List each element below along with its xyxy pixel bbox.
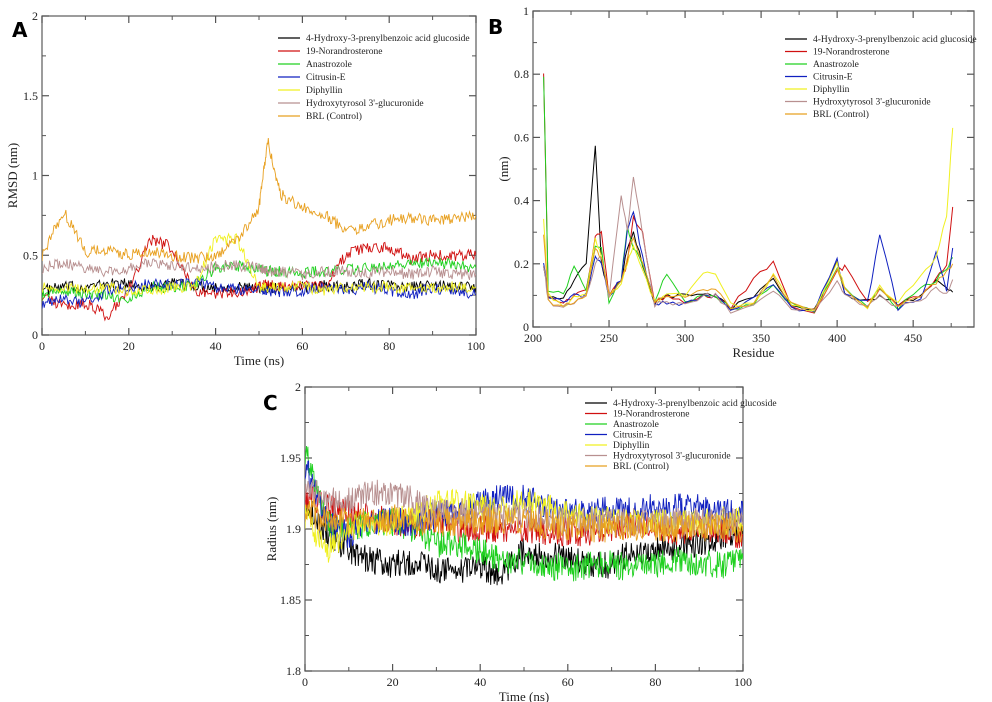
panel-a: A 0 20 40 60 80 100 0 0.5 1 1.5 2 Time (ns) RMSD (nm…	[5, 9, 485, 368]
x-tick-label: 0	[39, 339, 45, 353]
x-tick-label: 60	[296, 339, 308, 353]
series-line-diphyllin	[543, 127, 954, 312]
y-axis-title: RMSD (nm)	[5, 143, 20, 208]
panel-c: C 0 20 40 60 80 100 1.8 1.85 1.9 1.95 2 Time (ns) Ra…	[263, 380, 777, 702]
y-tick-label: 1	[523, 4, 529, 18]
y-tick-label: 1.5	[23, 89, 38, 103]
legend-label: Citrusin-E	[813, 73, 853, 83]
legend-label: Hydroxytyrosol 3'-glucuronide	[613, 452, 731, 462]
y-tick-label: 1	[32, 169, 38, 183]
plot-frame-b	[532, 10, 975, 328]
legend-label: Diphyllin	[306, 86, 343, 96]
x-axis-title: Time (ns)	[499, 689, 549, 702]
legend-label: Hydroxytyrosol 3'-glucuronide	[306, 99, 424, 109]
x-tick-label: 20	[387, 675, 399, 689]
x-tick-label: 300	[676, 331, 694, 345]
legend-label: Diphyllin	[813, 85, 850, 95]
x-tick-label: 400	[828, 331, 846, 345]
x-tick-label: 350	[752, 331, 770, 345]
legend-label: Citrusin-E	[613, 431, 653, 441]
series-line-citrusin-e	[543, 210, 954, 313]
series-line-brl-control	[305, 498, 743, 543]
legend-label: 19-Norandrosterone	[306, 47, 383, 57]
x-tick-label: 40	[210, 339, 222, 353]
panel-b: B 200 250 300 350 400 450 0 0.2 0.4 0.6 0.8 1 Residu…	[488, 4, 977, 360]
series-line-citrusin-e	[42, 277, 476, 309]
legend-label: Hydroxytyrosol 3'-glucuronide	[813, 98, 931, 108]
y-tick-label: 0.2	[514, 257, 529, 271]
series-line-4-hydroxy-3-prenylbenzoic-acid-glucoside	[543, 145, 954, 312]
x-tick-label: 200	[524, 331, 542, 345]
x-tick-label: 0	[302, 675, 308, 689]
series-line-diphyllin	[42, 232, 476, 298]
legend-label: Diphyllin	[613, 441, 650, 451]
y-tick-label: 1.85	[280, 593, 301, 607]
y-tick-label: 2	[295, 380, 301, 394]
series-line-brl-control	[543, 234, 954, 310]
x-tick-label: 60	[562, 675, 574, 689]
y-tick-label: 1.9	[286, 522, 301, 536]
legend-label: 19-Norandrosterone	[813, 48, 890, 58]
legend-label: Anastrozole	[306, 60, 352, 70]
x-tick-label: 450	[904, 331, 922, 345]
series-line-hydroxytyrosol-3-glucuronide	[543, 176, 954, 314]
series-line-4-hydroxy-3-prenylbenzoic-acid-glucoside	[305, 500, 743, 586]
legend-label: 19-Norandrosterone	[613, 410, 690, 420]
x-tick-label: 250	[600, 331, 618, 345]
x-axis-title: Time (ns)	[234, 353, 284, 368]
x-tick-label: 40	[474, 675, 486, 689]
x-axis-title: Residue	[733, 345, 775, 360]
x-tick-label: 80	[383, 339, 395, 353]
y-tick-label: 0.8	[514, 67, 529, 81]
y-axis-title: (nm)	[496, 156, 511, 181]
legend-label: Anastrozole	[613, 420, 659, 430]
x-tick-label: 100	[467, 339, 485, 353]
y-tick-label: 0.6	[514, 130, 529, 144]
legend-label: 4-Hydroxy-3-prenylbenzoic acid glucoside	[613, 399, 777, 409]
x-tick-label: 20	[123, 339, 135, 353]
series-line-hydroxytyrosol-3-glucuronide	[42, 258, 476, 281]
y-tick-label: 0.4	[514, 194, 529, 208]
panel-letter-b: B	[488, 15, 503, 39]
y-tick-label: 1.95	[280, 451, 301, 465]
y-tick-label: 0	[523, 320, 529, 334]
x-tick-label: 80	[649, 675, 661, 689]
legend-label: 4-Hydroxy-3-prenylbenzoic acid glucoside	[813, 35, 977, 45]
legend-label: BRL (Control)	[613, 461, 669, 472]
legend-label: Citrusin-E	[306, 73, 346, 83]
x-tick-label: 100	[734, 675, 752, 689]
y-tick-label: 0	[32, 328, 38, 342]
y-tick-label: 1.8	[286, 664, 301, 678]
y-tick-label: 0.5	[23, 248, 38, 262]
panel-letter-c: C	[263, 391, 278, 415]
series-line-brl-control	[42, 138, 476, 264]
series-line-hydroxytyrosol-3-glucuronide	[305, 478, 743, 537]
legend-label: 4-Hydroxy-3-prenylbenzoic acid glucoside	[306, 34, 470, 44]
y-tick-label: 2	[32, 9, 38, 23]
legend-label: BRL (Control)	[813, 109, 869, 120]
panel-letter-a: A	[12, 18, 28, 42]
legend-label: BRL (Control)	[306, 111, 362, 122]
y-axis-title: Radius (nm)	[264, 497, 279, 562]
legend-label: Anastrozole	[813, 60, 859, 70]
